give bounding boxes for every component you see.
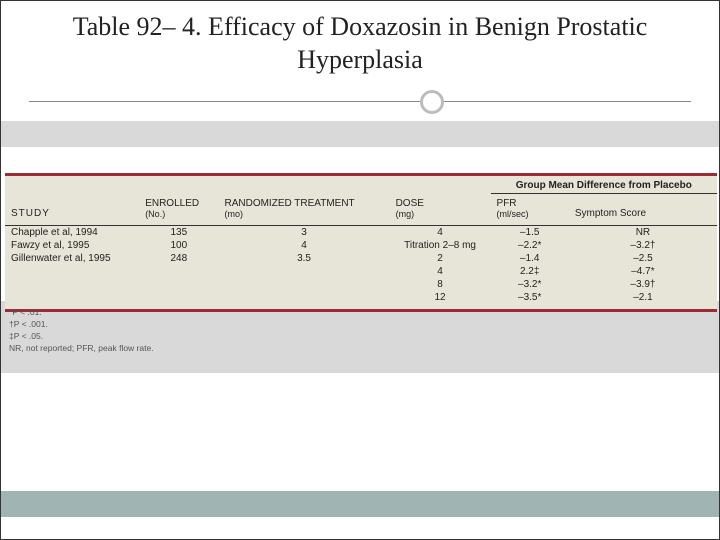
cell-pfr: –1.4: [491, 252, 569, 265]
footnote-4: NR, not reported; PFR, peak flow rate.: [9, 343, 154, 355]
cell-score: –2.5: [569, 252, 717, 265]
cell-study: Gillenwater et al, 1995: [5, 252, 139, 265]
col-score: Symptom Score: [569, 194, 717, 226]
table-row: 8 –3.2* –3.9†: [5, 278, 717, 291]
cell-treatment: 4: [218, 239, 389, 252]
cell-study: Fawzy et al, 1995: [5, 239, 139, 252]
col-enrolled: ENROLLED (No.): [139, 175, 218, 226]
table-row: Gillenwater et al, 1995 248 3.5 2 –1.4 –…: [5, 252, 717, 265]
cell-dose: 12: [390, 291, 491, 311]
slide-title: Table 92– 4. Efficacy of Doxazosin in Be…: [41, 11, 679, 76]
table-row: 4 2.2‡ –4.7*: [5, 265, 717, 278]
cell-pfr: –3.5*: [491, 291, 569, 311]
footnotes: *P < .01. †P < .001. ‡P < .05. NR, not r…: [9, 307, 154, 355]
cell-score: –4.7*: [569, 265, 717, 278]
col-pfr: PFR (ml/sec): [491, 194, 569, 226]
cell-score: –3.9†: [569, 278, 717, 291]
cell-score: –3.2†: [569, 239, 717, 252]
efficacy-table-wrap: STUDY ENROLLED (No.) RANDOMIZED TREATMEN…: [5, 173, 715, 312]
cell-study: [5, 265, 139, 278]
slide-container: Table 92– 4. Efficacy of Doxazosin in Be…: [0, 0, 720, 540]
col-dose: DOSE (mg): [390, 175, 491, 226]
cell-score: NR: [569, 226, 717, 240]
cell-pfr: –1.5: [491, 226, 569, 240]
cell-score: –2.1: [569, 291, 717, 311]
col-group-header: Group Mean Difference from Placebo: [491, 175, 717, 194]
decorative-band-top: [1, 121, 719, 147]
horizontal-rule: [29, 101, 691, 102]
footnote-3: ‡P < .05.: [9, 331, 154, 343]
cell-enrolled: 135: [139, 226, 218, 240]
efficacy-table: STUDY ENROLLED (No.) RANDOMIZED TREATMEN…: [5, 173, 717, 312]
cell-dose: 4: [390, 226, 491, 240]
cell-pfr: 2.2‡: [491, 265, 569, 278]
table-body: Chapple et al, 1994 135 3 4 –1.5 NR Fawz…: [5, 226, 717, 311]
circle-ornament-icon: [420, 90, 444, 114]
title-ornament: [1, 82, 719, 122]
cell-treatment: [218, 291, 389, 311]
cell-enrolled: 248: [139, 252, 218, 265]
cell-dose: 2: [390, 252, 491, 265]
cell-pfr: –2.2*: [491, 239, 569, 252]
footnote-1: *P < .01.: [9, 307, 154, 319]
col-treatment: RANDOMIZED TREATMENT (mo): [218, 175, 389, 226]
cell-enrolled: [139, 278, 218, 291]
cell-dose: 8: [390, 278, 491, 291]
table-row: Fawzy et al, 1995 100 4 Titration 2–8 mg…: [5, 239, 717, 252]
cell-treatment: [218, 265, 389, 278]
cell-treatment: 3.5: [218, 252, 389, 265]
title-region: Table 92– 4. Efficacy of Doxazosin in Be…: [1, 1, 719, 76]
cell-dose: 4: [390, 265, 491, 278]
table-row: Chapple et al, 1994 135 3 4 –1.5 NR: [5, 226, 717, 240]
cell-study: [5, 278, 139, 291]
footnote-2: †P < .001.: [9, 319, 154, 331]
col-study: STUDY: [5, 175, 139, 226]
cell-treatment: [218, 278, 389, 291]
decorative-band-bottom: [1, 491, 719, 517]
cell-pfr: –3.2*: [491, 278, 569, 291]
cell-treatment: 3: [218, 226, 389, 240]
cell-dose: Titration 2–8 mg: [390, 239, 491, 252]
cell-enrolled: 100: [139, 239, 218, 252]
cell-enrolled: [139, 265, 218, 278]
cell-study: Chapple et al, 1994: [5, 226, 139, 240]
